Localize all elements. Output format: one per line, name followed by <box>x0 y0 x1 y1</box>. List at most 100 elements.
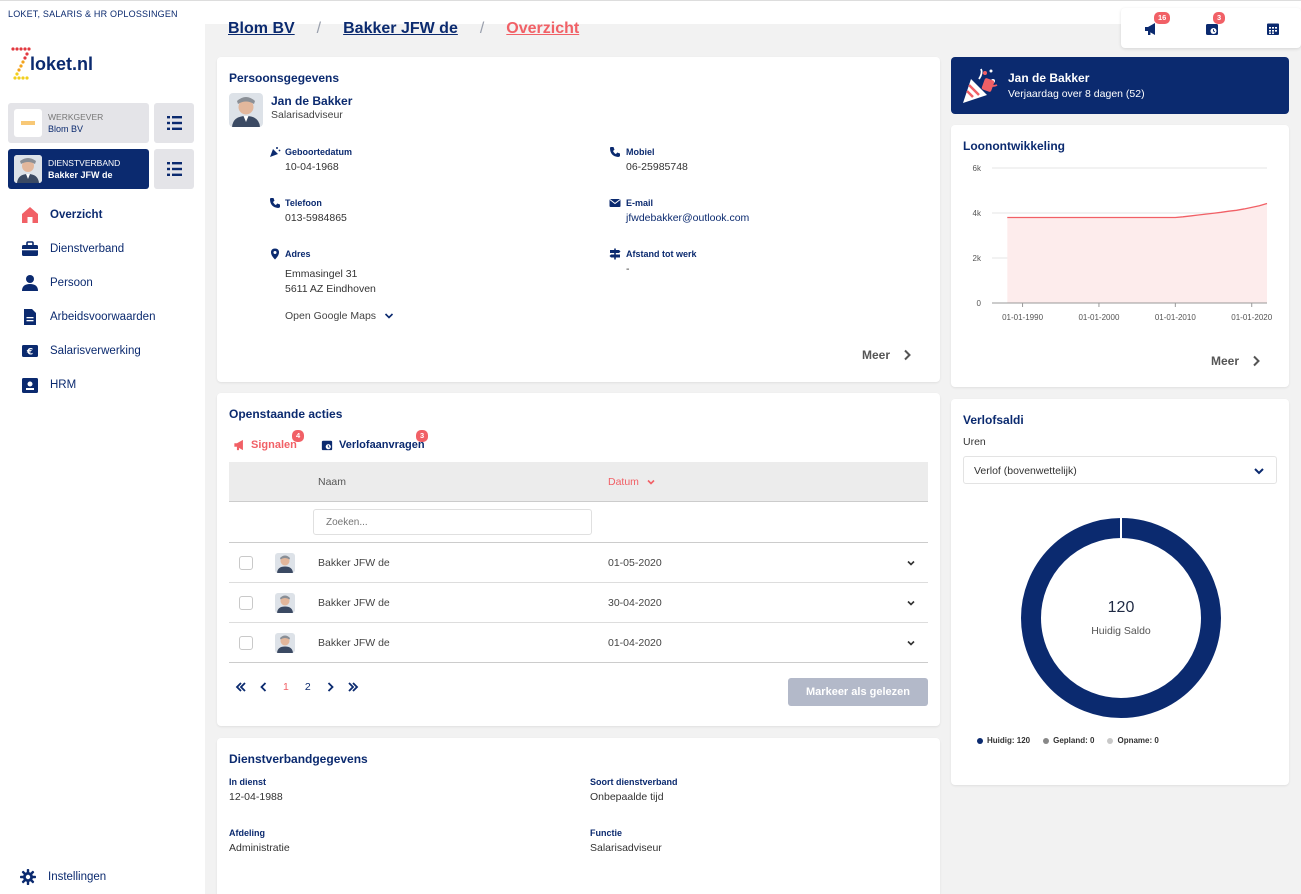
page-1[interactable]: 1 <box>283 681 289 693</box>
legend-taken: Opname: 0 <box>1117 736 1159 745</box>
leave-card: Verlofsaldi Uren Verlof (bovenwettelijk)… <box>951 399 1289 785</box>
breadcrumb-employer[interactable]: Blom BV <box>228 20 295 37</box>
row-avatar <box>275 633 295 653</box>
next-page-icon[interactable] <box>325 682 335 692</box>
row-avatar <box>275 593 295 613</box>
settings-label: Instellingen <box>48 871 107 883</box>
nav-item-dienstverband[interactable]: Dienstverband <box>20 238 200 260</box>
employment-context[interactable]: DIENSTVERBAND Bakker JFW de <box>8 149 149 189</box>
google-maps-toggle[interactable]: Open Google Maps <box>285 310 394 322</box>
calendar-clock-icon <box>321 440 333 451</box>
employer-logo <box>14 109 42 137</box>
column-name[interactable]: Naam <box>318 476 347 488</box>
donut-center-value: 120 <box>1107 599 1135 616</box>
employment-list-button[interactable] <box>154 149 194 189</box>
person-photo-icon <box>275 553 295 573</box>
phone-icon <box>610 147 620 157</box>
y-tick-label: 0 <box>977 299 982 308</box>
employer-list-button[interactable] <box>154 103 194 143</box>
birthday-text: Verjaardag over 8 dagen (52) <box>1008 88 1145 100</box>
distance-value: - <box>626 263 630 275</box>
first-page-icon[interactable] <box>235 682 247 692</box>
tab-signalen-label: Signalen <box>251 439 297 451</box>
document-icon <box>20 307 40 327</box>
logo-text: loket.nl <box>30 54 94 74</box>
person-photo-icon <box>14 155 42 183</box>
distance-label: Afstand tot werk <box>626 249 697 259</box>
leave-donut-chart <box>1021 517 1221 718</box>
leave-type-select[interactable]: Verlof (bovenwettelijk) <box>963 456 1277 484</box>
x-tick-label: 01-01-1990 <box>1002 313 1043 322</box>
settings-button[interactable]: Instellingen <box>20 869 106 885</box>
employer-name: Blom BV <box>48 124 84 134</box>
salary-area <box>1007 203 1267 303</box>
phone-value: 013-5984865 <box>285 212 347 224</box>
in-service-label: In dienst <box>229 777 267 787</box>
location-pin-icon <box>271 248 279 260</box>
row-name: Bakker JFW de <box>318 637 390 649</box>
list-icon <box>167 162 182 176</box>
department-value: Administratie <box>229 842 290 854</box>
salary-more-link[interactable]: Meer <box>1211 354 1261 368</box>
breadcrumb-separator: / <box>316 20 322 37</box>
chevron-down-icon[interactable] <box>906 558 916 568</box>
person-role: Salarisadviseur <box>271 109 343 121</box>
nav-item-arbeidsvoorwaarden[interactable]: Arbeidsvoorwaarden <box>20 306 200 328</box>
legend-dot-current <box>977 737 983 744</box>
chevron-down-icon[interactable] <box>906 598 916 608</box>
nav-label: Arbeidsvoorwaarden <box>50 311 156 323</box>
page-2[interactable]: 2 <box>304 681 311 693</box>
row-checkbox[interactable] <box>239 556 253 570</box>
last-page-icon[interactable] <box>347 682 359 692</box>
person-more-link[interactable]: Meer <box>862 348 912 362</box>
breadcrumb-current[interactable]: Overzicht <box>506 20 580 37</box>
nav-item-hrm[interactable]: HRM <box>20 374 200 396</box>
breadcrumb-employment[interactable]: Bakker JFW de <box>343 20 458 37</box>
row-checkbox[interactable] <box>239 636 253 650</box>
mark-as-read-button[interactable]: Markeer als gelezen <box>788 678 928 706</box>
employer-context[interactable]: WERKGEVER Blom BV <box>8 103 149 143</box>
signals-button[interactable]: 16 <box>1144 12 1171 38</box>
chevron-right-icon <box>1253 355 1260 367</box>
calendar-button[interactable] <box>1266 22 1282 38</box>
logo-mark-icon <box>11 47 31 80</box>
chevron-down-icon <box>384 313 394 319</box>
open-actions-card: Openstaande acties Signalen 4 Verlofaanv… <box>217 393 940 726</box>
employment-name: Bakker JFW de <box>48 170 113 180</box>
tab-signalen[interactable]: Signalen <box>233 439 297 451</box>
employment-label: DIENSTVERBAND <box>48 158 121 168</box>
row-name: Bakker JFW de <box>318 597 390 609</box>
tab-verlofaanvragen[interactable]: Verlofaanvragen <box>321 439 425 451</box>
phone-icon <box>270 198 280 208</box>
megaphone-icon <box>234 439 243 451</box>
email-value[interactable]: jfwdebakker@outlook.com <box>626 212 750 224</box>
nav-item-overzicht[interactable]: Overzicht <box>20 204 200 226</box>
search-input[interactable] <box>313 509 592 535</box>
leave-requests-button[interactable]: 3 <box>1205 12 1226 38</box>
nav-label: Overzicht <box>50 209 103 221</box>
function-value: Salarisadviseur <box>590 842 662 854</box>
previous-page-icon[interactable] <box>259 682 269 692</box>
employment-type-label: Soort dienstverband <box>590 777 678 787</box>
column-date-sort[interactable]: Datum <box>608 476 656 488</box>
table-row[interactable]: Bakker JFW de 30-04-2020 <box>229 583 928 623</box>
nav-item-salarisverwerking[interactable]: € Salarisverwerking <box>20 340 200 362</box>
birthdate-label: Geboortedatum <box>285 147 353 157</box>
address-line1: Emmasingel 31 <box>285 268 358 280</box>
euro-icon: € <box>20 341 40 361</box>
envelope-icon <box>609 199 621 207</box>
chevron-down-icon[interactable] <box>906 638 916 648</box>
donut-center-label: Huidig Saldo <box>1091 625 1151 637</box>
person-photo-icon <box>275 593 295 613</box>
row-checkbox[interactable] <box>239 596 253 610</box>
department-label: Afdeling <box>229 828 265 838</box>
table-row[interactable]: Bakker JFW de 01-05-2020 <box>229 543 928 583</box>
logo[interactable] <box>10 46 110 86</box>
gear-icon <box>20 869 36 885</box>
x-tick-label: 01-01-2020 <box>1231 313 1272 322</box>
breadcrumb-separator: / <box>479 20 485 37</box>
nav-item-persoon[interactable]: Persoon <box>20 272 200 294</box>
table-row[interactable]: Bakker JFW de 01-04-2020 <box>229 623 928 663</box>
signals-tab-badge: 4 <box>292 430 305 442</box>
x-tick-label: 01-01-2000 <box>1078 313 1119 322</box>
